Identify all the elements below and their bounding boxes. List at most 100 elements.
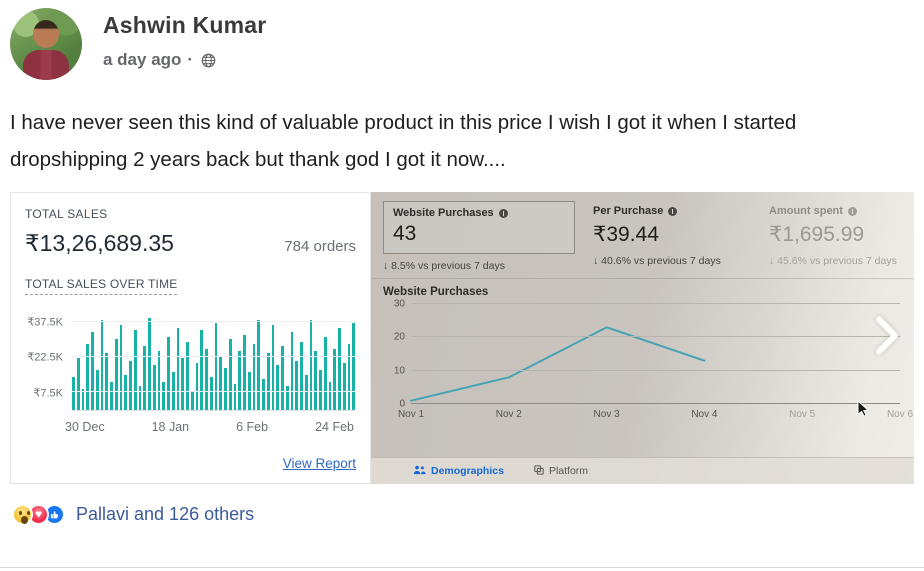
- sales-bar: [257, 320, 260, 410]
- sales-bar: [152, 365, 156, 410]
- metric-website-purchases: Website Purchases 43 ↓ 8.5% vs previous …: [383, 201, 575, 272]
- x-tick-label: 30 Dec: [65, 420, 105, 434]
- total-sales-label: TOTAL SALES: [25, 207, 108, 221]
- sales-bar: [200, 329, 203, 410]
- reactions-row: ♥ Pallavi and 126 others: [12, 504, 924, 525]
- purchases-plot: [411, 303, 900, 404]
- shopify-sales-card: TOTAL SALES ₹13,26,689.35 784 orders TOT…: [10, 192, 371, 484]
- sales-bar: [72, 377, 75, 410]
- x-tick-label: Nov 6: [886, 409, 914, 420]
- y-tick-label: 30: [393, 298, 405, 310]
- metric-card: Website Purchases 43: [383, 201, 575, 254]
- gridline: [411, 336, 900, 338]
- sales-bar: [110, 381, 113, 410]
- sales-bar-chart: ₹7.5K ₹22.5K ₹37.5K: [25, 311, 356, 411]
- total-sales-row: ₹13,26,689.35 784 orders: [25, 230, 356, 257]
- carousel-next-button[interactable]: [874, 314, 900, 363]
- sales-bar: [95, 369, 99, 410]
- ads-manager-panel: Website Purchases 43 ↓ 8.5% vs previous …: [371, 192, 914, 484]
- sales-bars: [72, 311, 355, 410]
- purchases-line-svg: [411, 304, 900, 404]
- metric-value: 43: [393, 222, 417, 245]
- author-name[interactable]: Ashwin Kumar: [103, 12, 267, 38]
- timestamp[interactable]: a day ago: [103, 50, 182, 69]
- sales-bar: [224, 367, 227, 410]
- metric-value: ₹39.44: [593, 223, 659, 246]
- metric-amount-spent: Amount spent ₹1,695.99 ↓ 45.6% vs previo…: [769, 201, 902, 272]
- sales-bar: [81, 388, 85, 410]
- sales-bar: [314, 351, 317, 410]
- sales-bar: [76, 358, 80, 410]
- x-tick-label: Nov 1: [397, 409, 425, 420]
- sales-bar: [243, 334, 246, 410]
- sales-bar: [319, 369, 322, 410]
- sales-bar: [214, 322, 218, 410]
- sales-bar: [304, 374, 308, 410]
- avatar[interactable]: [10, 8, 82, 80]
- metric-label: Amount spent: [769, 205, 843, 217]
- gridline: [71, 355, 356, 357]
- sales-bar: [295, 360, 298, 410]
- sales-x-axis: 30 Dec 18 Jan 6 Feb 24 Feb: [65, 420, 356, 434]
- gridline: [411, 403, 900, 404]
- sales-bar: [342, 362, 346, 410]
- purchases-line-chart: 0 10 20 30: [381, 299, 900, 410]
- avatar-person-body: [23, 50, 69, 80]
- y-tick-label: ₹22.5K: [27, 351, 63, 364]
- metric-value: ₹1,695.99: [769, 223, 865, 246]
- sales-bar: [205, 348, 208, 410]
- info-icon: [668, 206, 678, 216]
- sales-bar: [100, 320, 104, 410]
- purchases-x-axis: Nov 1 Nov 2 Nov 3 Nov 4 Nov 5 Nov 6: [398, 409, 913, 423]
- sales-bar: [190, 391, 194, 410]
- sales-bar: [171, 372, 175, 410]
- metric-delta: ↓ 8.5% vs previous 7 days: [383, 260, 505, 272]
- gridline: [411, 369, 900, 371]
- reaction-icons[interactable]: ♥: [12, 504, 65, 525]
- y-tick-label: 20: [393, 331, 405, 343]
- sales-bar: [195, 362, 199, 410]
- sales-bar: [176, 327, 180, 410]
- view-report-link: View Report: [282, 456, 356, 471]
- post-header-text: Ashwin Kumar a day ago ·: [103, 8, 266, 70]
- wow-reaction-icon[interactable]: [12, 504, 33, 525]
- sales-bar: [247, 372, 251, 410]
- sales-bar: [285, 386, 289, 410]
- x-tick-label: 24 Feb: [315, 420, 354, 434]
- sales-bar: [186, 341, 189, 410]
- sales-bar: [162, 381, 165, 410]
- sales-bar: [91, 332, 94, 410]
- sales-bar: [238, 351, 241, 410]
- post-image-attachment[interactable]: TOTAL SALES ₹13,26,689.35 784 orders TOT…: [10, 192, 914, 484]
- people-icon: [413, 465, 426, 478]
- info-icon: [847, 206, 857, 216]
- purchases-line-path: [411, 327, 704, 400]
- sales-bar: [148, 318, 151, 410]
- y-tick-label: ₹7.5K: [33, 387, 63, 400]
- tab-platform: Platform: [534, 464, 588, 478]
- heart-icon: ♥: [34, 507, 43, 521]
- sales-bar: [352, 322, 355, 410]
- x-tick-label: 6 Feb: [236, 420, 269, 434]
- sales-bar-plot: [71, 311, 356, 411]
- sales-y-axis: ₹7.5K ₹22.5K ₹37.5K: [25, 311, 71, 411]
- sales-bar: [309, 320, 313, 410]
- x-tick-label: Nov 4: [691, 409, 718, 420]
- sales-bar: [129, 360, 132, 410]
- sales-bar: [219, 355, 222, 410]
- info-icon: [498, 208, 508, 218]
- metric-label-row: Per Purchase: [593, 205, 755, 217]
- metric-label: Website Purchases: [393, 207, 494, 219]
- sales-bar: [262, 379, 265, 410]
- sales-bar: [252, 344, 256, 410]
- ads-tabs-bar: Demographics Platform: [371, 457, 914, 484]
- reaction-summary[interactable]: Pallavi and 126 others: [76, 504, 255, 524]
- sales-bar: [338, 327, 341, 410]
- sales-bar: [300, 341, 303, 410]
- platform-icon: [534, 464, 544, 478]
- ads-metrics-row: Website Purchases 43 ↓ 8.5% vs previous …: [371, 192, 914, 279]
- sales-bar: [290, 332, 294, 410]
- post-text: I have never seen this kind of valuable …: [10, 111, 797, 171]
- sales-bar: [233, 384, 237, 410]
